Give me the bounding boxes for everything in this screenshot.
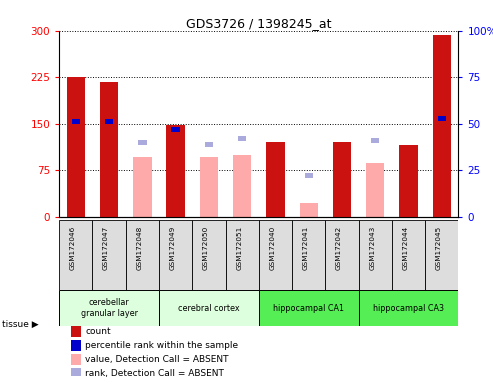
Text: GSM172050: GSM172050 xyxy=(203,226,209,270)
Bar xyxy=(200,157,218,217)
Bar xyxy=(233,155,251,217)
Bar xyxy=(192,220,226,290)
Bar xyxy=(167,125,185,217)
Text: rank, Detection Call = ABSENT: rank, Detection Call = ABSENT xyxy=(85,369,224,378)
Text: cerebellar
granular layer: cerebellar granular layer xyxy=(80,298,138,318)
Bar xyxy=(126,220,159,290)
Title: GDS3726 / 1398245_at: GDS3726 / 1398245_at xyxy=(186,17,332,30)
Bar xyxy=(71,119,80,124)
Bar xyxy=(59,220,93,290)
Bar xyxy=(172,127,180,132)
Bar xyxy=(259,220,292,290)
Text: GSM172046: GSM172046 xyxy=(70,226,76,270)
Bar xyxy=(438,116,446,121)
Bar xyxy=(159,290,259,326)
Bar xyxy=(100,81,118,217)
Text: GSM172044: GSM172044 xyxy=(403,226,409,270)
Bar xyxy=(133,157,151,217)
Bar xyxy=(71,326,81,338)
Bar xyxy=(425,220,458,290)
Bar xyxy=(138,140,146,145)
Bar xyxy=(259,290,359,326)
Text: hippocampal CA1: hippocampal CA1 xyxy=(273,304,344,313)
Bar xyxy=(93,220,126,290)
Bar xyxy=(226,220,259,290)
Bar xyxy=(172,127,180,132)
Bar xyxy=(359,290,458,326)
Bar xyxy=(159,220,192,290)
Text: GSM172048: GSM172048 xyxy=(137,226,142,270)
Bar xyxy=(392,220,425,290)
Bar xyxy=(371,138,380,143)
Text: GSM172041: GSM172041 xyxy=(303,226,309,270)
Bar xyxy=(205,142,213,147)
Text: GSM172051: GSM172051 xyxy=(236,226,242,270)
Text: GSM172042: GSM172042 xyxy=(336,226,342,270)
Bar xyxy=(71,368,81,379)
Text: GSM172045: GSM172045 xyxy=(436,226,442,270)
Text: GSM172043: GSM172043 xyxy=(369,226,375,270)
Text: percentile rank within the sample: percentile rank within the sample xyxy=(85,341,238,351)
Bar xyxy=(433,35,451,217)
Bar xyxy=(399,146,418,217)
Text: tissue ▶: tissue ▶ xyxy=(2,320,39,329)
Bar xyxy=(305,174,313,178)
Bar xyxy=(300,202,318,217)
Bar xyxy=(59,290,159,326)
Text: GSM172040: GSM172040 xyxy=(270,226,276,270)
Bar xyxy=(333,142,351,217)
Text: value, Detection Call = ABSENT: value, Detection Call = ABSENT xyxy=(85,355,229,364)
Bar xyxy=(266,142,284,217)
Text: count: count xyxy=(85,328,111,336)
Text: cerebral cortex: cerebral cortex xyxy=(178,304,240,313)
Bar xyxy=(359,220,392,290)
Bar xyxy=(238,136,246,141)
Bar xyxy=(71,354,81,365)
Bar xyxy=(67,77,85,217)
Bar xyxy=(105,119,113,124)
Text: hippocampal CA3: hippocampal CA3 xyxy=(373,304,444,313)
Text: GSM172049: GSM172049 xyxy=(170,226,176,270)
Bar xyxy=(71,341,81,351)
Bar xyxy=(292,220,325,290)
Text: GSM172047: GSM172047 xyxy=(103,226,109,270)
Bar xyxy=(366,163,385,217)
Bar xyxy=(325,220,359,290)
